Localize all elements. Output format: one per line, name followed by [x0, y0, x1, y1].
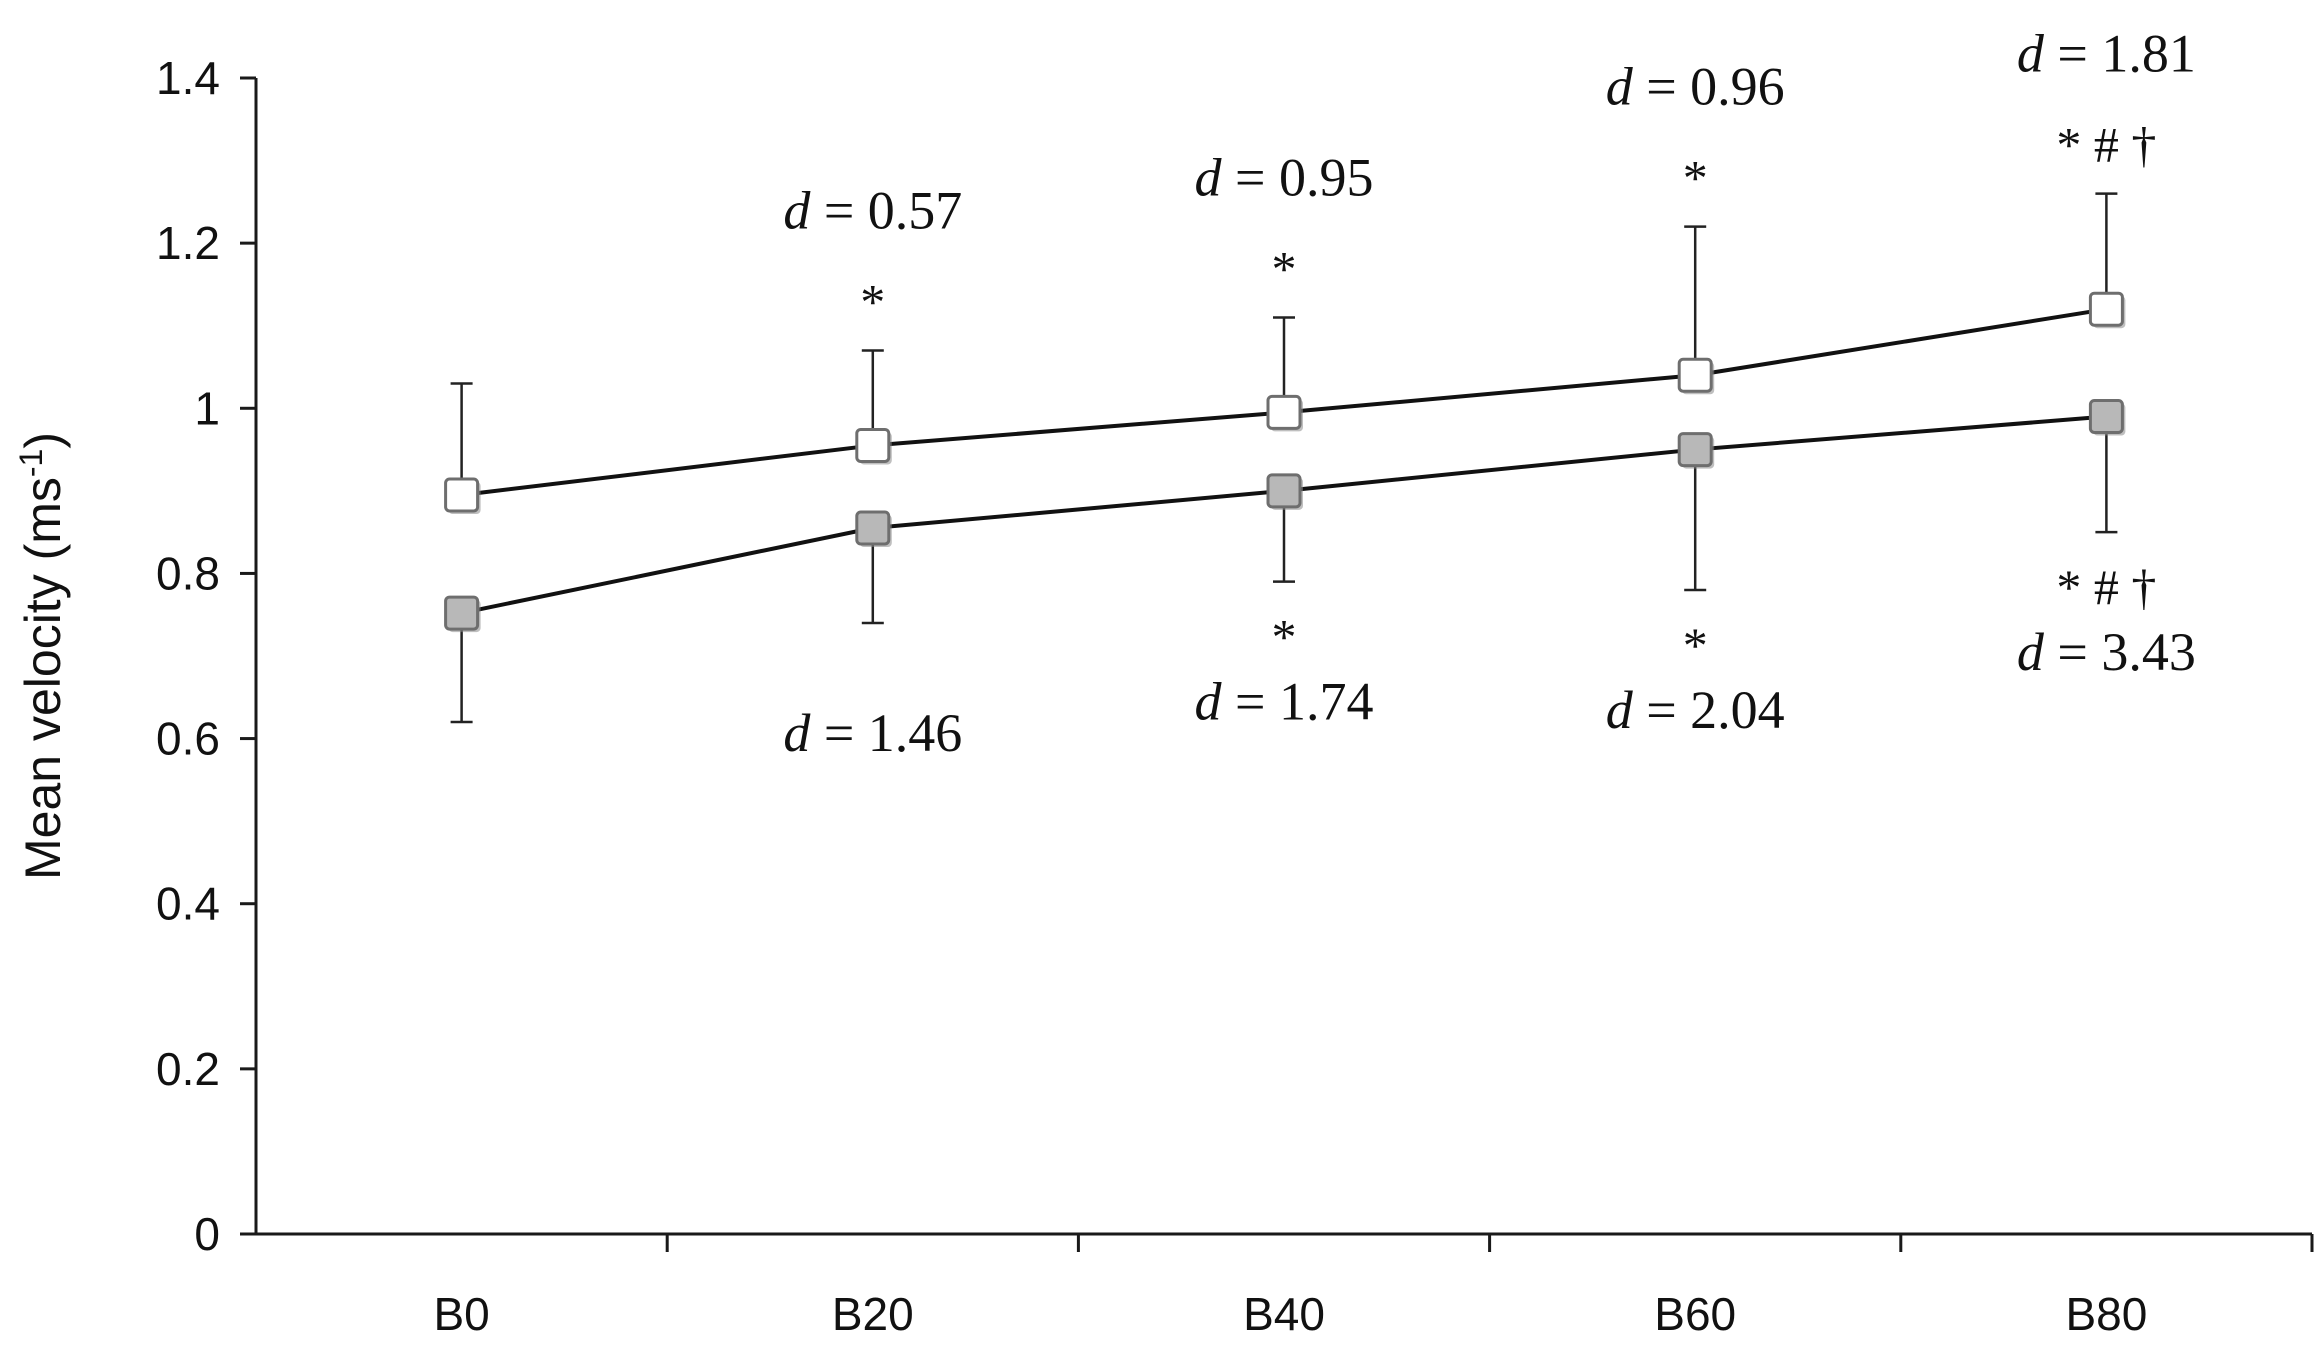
significance-marker: *: [860, 273, 885, 329]
significance-marker: *: [1272, 240, 1297, 296]
effect-size-value: = 1.81: [2044, 24, 2196, 84]
effect-size-symbol: d: [783, 180, 811, 240]
y-axis-title: Mean velocity (ms-1): [13, 432, 71, 880]
data-point-marker: [444, 595, 480, 631]
series-layer: [444, 192, 2126, 724]
data-point-marker: [1677, 432, 1713, 468]
significance-marker: * # †: [2056, 117, 2156, 173]
x-tick-label: B60: [1654, 1288, 1736, 1340]
y-axis-title-superscript: -1: [13, 449, 49, 477]
significance-marker: *: [1683, 150, 1708, 206]
effect-size-label: d = 0.95: [1195, 147, 1374, 207]
data-point-marker: [2088, 291, 2124, 327]
data-point-marker: [855, 510, 891, 546]
y-tick-label: 1.4: [156, 52, 220, 104]
data-point-marker: [2088, 399, 2124, 435]
series-2: [444, 399, 2126, 724]
data-point-marker: [444, 477, 480, 513]
effect-size-value: = 0.95: [1222, 147, 1374, 207]
y-tick-label: 0.2: [156, 1043, 220, 1095]
y-tick-label: 0: [194, 1208, 220, 1260]
effect-size-label: d = 1.81: [2017, 24, 2196, 84]
effect-size-symbol: d: [2017, 622, 2045, 682]
effect-size-value: = 2.04: [1633, 680, 1785, 740]
x-tick-label: B0: [433, 1288, 489, 1340]
effect-size-value: = 0.57: [810, 180, 962, 240]
significance-marker: *: [1272, 609, 1297, 665]
effect-size-value: = 0.96: [1633, 57, 1785, 117]
effect-size-value: = 3.43: [2044, 622, 2196, 682]
data-point-marker: [1677, 357, 1713, 393]
x-tick-label: B20: [832, 1288, 914, 1340]
y-axis-title-close: ): [15, 432, 71, 449]
effect-size-symbol: d: [1195, 147, 1223, 207]
significance-marker: *: [1683, 617, 1708, 673]
data-point-marker: [1266, 473, 1302, 509]
y-tick-label: 1.2: [156, 217, 220, 269]
effect-size-symbol: d: [1606, 57, 1634, 117]
effect-size-label: d = 1.46: [783, 703, 962, 763]
effect-size-label: d = 0.57: [783, 180, 962, 240]
effect-size-label: d = 1.74: [1195, 672, 1374, 732]
effect-size-label: d = 3.43: [2017, 622, 2196, 682]
y-tick-label: 0.6: [156, 713, 220, 765]
x-tick-label: B80: [2065, 1288, 2147, 1340]
data-point-marker: [855, 427, 891, 463]
y-axis-ticks: 0 0.2 0.4 0.6 0.8 1 1.2 1.4: [156, 52, 256, 1260]
effect-size-label: d = 2.04: [1606, 680, 1785, 740]
significance-marker: * # †: [2056, 559, 2156, 615]
y-tick-label: 0.4: [156, 878, 220, 930]
effect-size-symbol: d: [2017, 24, 2045, 84]
annotation-layer: *d = 0.57*d = 0.95 *d = 0.96* # †d = 1.81…: [783, 24, 2196, 763]
effect-size-symbol: d: [783, 703, 811, 763]
x-axis-ticks: B0 B20 B40 B60 B80: [433, 1234, 2314, 1340]
effect-size-symbol: d: [1195, 672, 1223, 732]
series-1: [444, 192, 2126, 514]
x-tick-label: B40: [1243, 1288, 1325, 1340]
effect-size-symbol: d: [1606, 680, 1634, 740]
y-tick-label: 0.8: [156, 547, 220, 599]
effect-size-label: d = 0.96: [1606, 57, 1785, 117]
data-point-marker: [1266, 394, 1302, 430]
y-tick-label: 1: [194, 382, 220, 434]
effect-size-value: = 1.74: [1222, 672, 1374, 732]
effect-size-value: = 1.46: [810, 703, 962, 763]
